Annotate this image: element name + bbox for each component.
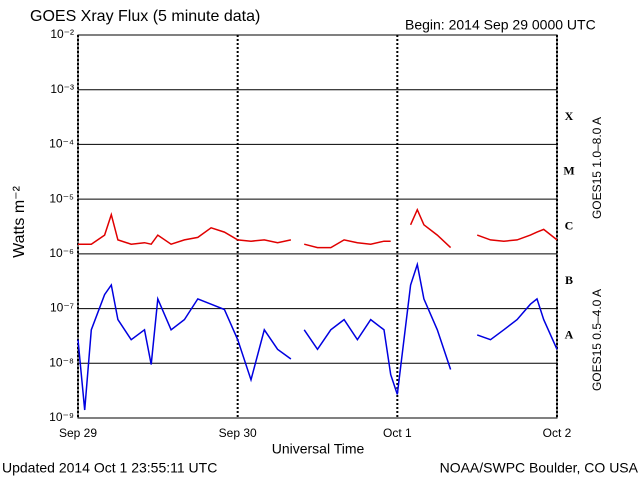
flare-class: A	[565, 328, 574, 342]
x-tick-label: Oct 2	[543, 426, 572, 440]
flare-class: B	[565, 273, 573, 287]
x-axis-label: Universal Time	[272, 441, 365, 457]
y-tick-label: 10⁻²	[50, 27, 74, 41]
y-tick-label: 10⁻⁸	[49, 355, 74, 369]
x-tick-label: Sep 29	[59, 426, 97, 440]
series-line	[78, 207, 558, 249]
y-tick-label: 10⁻⁴	[49, 137, 74, 151]
legend-entry: GOES15 1.0–8.0 A	[590, 117, 604, 219]
footer-left: Updated 2014 Oct 1 23:55:11 UTC	[2, 460, 217, 476]
y-axis-label: Watts m⁻²	[11, 185, 28, 258]
legend-entry: GOES15 0.5–4.0 A	[590, 289, 604, 391]
y-tick-label: 10⁻⁶	[49, 246, 74, 260]
flare-class: M	[563, 164, 574, 178]
flare-class: X	[565, 109, 574, 123]
series-line	[77, 261, 558, 411]
y-tick-label: 10⁻⁷	[50, 301, 74, 315]
x-tick-label: Oct 1	[383, 426, 412, 440]
footer-right: NOAA/SWPC Boulder, CO USA	[440, 460, 639, 476]
y-tick-label: 10⁻³	[50, 82, 74, 96]
flare-class: C	[565, 218, 574, 232]
chart-subtitle: Begin: 2014 Sep 29 0000 UTC	[405, 17, 596, 33]
y-tick-label: 10⁻⁹	[49, 410, 74, 424]
chart-title: GOES Xray Flux (5 minute data)	[30, 8, 260, 25]
x-tick-label: Sep 30	[219, 426, 257, 440]
y-tick-label: 10⁻⁵	[49, 191, 74, 205]
